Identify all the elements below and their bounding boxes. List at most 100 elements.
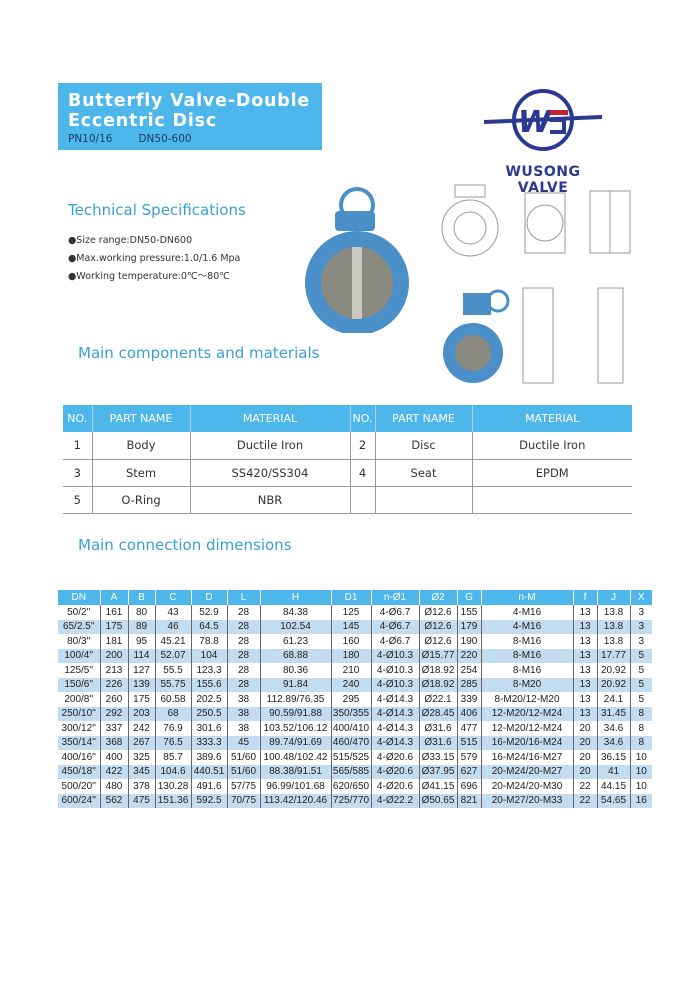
table-cell: 3 xyxy=(630,619,652,634)
table-cell: 16 xyxy=(630,793,652,808)
column-header: H xyxy=(260,590,332,605)
column-header: G xyxy=(457,590,482,605)
table-cell: Body xyxy=(92,432,191,460)
table-row: 65/2.5'' 175 89 46 64.5 28 102.54 145 4-Ø6.7 Ø12.… xyxy=(58,619,652,634)
table-cell: 104 xyxy=(191,648,228,663)
components-heading: Main components and materials xyxy=(78,344,320,362)
spec-item: ●Size range:DN50-DN600 xyxy=(68,235,193,246)
table-cell: Ductile Iron xyxy=(472,432,632,460)
table-cell: 8-M20 xyxy=(481,677,574,692)
column-header: PART NAME xyxy=(92,405,191,432)
table-cell: 8-M16 xyxy=(481,663,574,678)
table-cell: 725/770 xyxy=(331,793,372,808)
table-cell: 440.51 xyxy=(191,764,228,779)
table-cell: 52.9 xyxy=(191,605,228,620)
table-cell: 50/2'' xyxy=(58,605,101,620)
table-cell: 180 xyxy=(331,648,372,663)
table-cell: 38 xyxy=(227,706,261,721)
table-cell: 113.42/120.46 xyxy=(260,793,332,808)
table-cell: 460/470 xyxy=(331,735,372,750)
table-cell: 20-M24/20-M30 xyxy=(481,779,574,794)
table-cell: 88.38/91.51 xyxy=(260,764,332,779)
table-cell: 60.58 xyxy=(155,692,192,707)
table-cell: 68 xyxy=(155,706,192,721)
table-cell: 38 xyxy=(227,721,261,736)
table-cell: 4-Ø10.3 xyxy=(371,677,420,692)
table-cell: 175 xyxy=(128,692,156,707)
table-cell: 4-Ø14.3 xyxy=(371,721,420,736)
table-cell: 45 xyxy=(227,735,261,750)
table-row: 5 O-Ring NBR xyxy=(63,486,632,514)
table-cell: 28 xyxy=(227,648,261,663)
table-cell: 34.6 xyxy=(597,721,631,736)
table-row: 400/16'' 400 325 85.7 389.6 51/60 100.48/102.4… xyxy=(58,750,652,765)
table-cell: 80.36 xyxy=(260,663,332,678)
table-cell: 3 xyxy=(638,635,645,647)
table-cell: 34.6 xyxy=(597,735,631,750)
table-cell: Stem xyxy=(92,459,191,487)
table-cell: 8-M20/12-M20 xyxy=(481,692,574,707)
tech-specs-heading: Technical Specifications xyxy=(68,201,246,219)
size-range: DN50-600 xyxy=(138,133,192,145)
title-line-1: Butterfly Valve-Double xyxy=(68,91,311,111)
table-cell: 112.89/76.35 xyxy=(260,692,332,707)
column-header: DN xyxy=(58,590,101,605)
column-header: D xyxy=(191,590,228,605)
company-logo: W WUSONG VALVE xyxy=(478,84,608,196)
table-cell: 4-Ø6.7 xyxy=(371,634,420,649)
table-cell: 80 xyxy=(128,605,156,620)
table-cell: 20 xyxy=(573,750,598,765)
table-cell: Ø33.15 xyxy=(419,750,458,765)
table-cell: 89.74/91.69 xyxy=(260,735,332,750)
column-header: X xyxy=(630,590,652,605)
table-cell: 89 xyxy=(128,619,156,634)
table-cell: 51/60 xyxy=(227,750,261,765)
table-cell: 179 xyxy=(457,619,482,634)
table-cell: 4 xyxy=(350,459,376,487)
table-cell: 12-M20/12-M24 xyxy=(481,721,574,736)
table-cell: 592.5 xyxy=(191,793,228,808)
column-header: A xyxy=(100,590,129,605)
table-cell: 44.15 xyxy=(597,779,631,794)
table-cell: 13 xyxy=(573,648,598,663)
table-row: 3 Stem SS420/SS304 4 Seat EPDM xyxy=(63,459,632,487)
table-row: 50/2'' 161 80 43 52.9 28 84.38 125 4-Ø6.7 Ø12.6 15… xyxy=(58,605,652,620)
table-cell: 325 xyxy=(128,750,156,765)
table-row: 125/5'' 213 127 55.5 123.3 28 80.36 210 4-Ø10.3 Ø… xyxy=(58,663,652,678)
table-cell: 100.48/102.42 xyxy=(260,750,332,765)
table-cell: 145 xyxy=(331,619,372,634)
table-cell: 250/10'' xyxy=(58,706,101,721)
table-cell: 5 xyxy=(638,693,645,705)
column-header: NO. xyxy=(63,405,93,432)
table-row: 150/6'' 226 139 55.75 155.6 28 91.84 240 4-Ø10.3… xyxy=(58,677,652,692)
table-cell: 3 xyxy=(63,459,93,487)
table-cell: 4-Ø14.3 xyxy=(371,692,420,707)
table-cell: 70/75 xyxy=(227,793,261,808)
table-cell: 24.1 xyxy=(597,692,631,707)
table-cell: 4-Ø14.3 xyxy=(371,706,420,721)
table-cell: 150/6'' xyxy=(58,677,101,692)
table-cell: 562 xyxy=(100,793,129,808)
table-row: 300/12'' 337 242 76.9 301.6 38 103.52/106.12 40… xyxy=(58,721,652,736)
table-cell: 13 xyxy=(573,634,598,649)
svg-text:W: W xyxy=(518,105,553,140)
table-cell: 378 xyxy=(128,779,156,794)
table-cell: 3 xyxy=(638,606,645,618)
table-cell: 22 xyxy=(573,793,598,808)
table-cell: 100/4'' xyxy=(58,648,101,663)
table-cell xyxy=(350,486,376,514)
table-cell: 12-M20/12-M24 xyxy=(481,706,574,721)
table-cell: 155.6 xyxy=(191,677,228,692)
table-cell: 16-M24/16-M27 xyxy=(481,750,574,765)
table-cell: 4-Ø20.6 xyxy=(371,750,420,765)
table-cell: 52.07 xyxy=(155,648,192,663)
table-cell: Ø12.6 xyxy=(419,619,458,634)
table-cell: 8-M16 xyxy=(481,634,574,649)
table-cell: 96.99/101.68 xyxy=(260,779,332,794)
table-cell: 254 xyxy=(457,663,482,678)
table-cell: 90.59/91.88 xyxy=(260,706,332,721)
table-cell: 175 xyxy=(100,619,129,634)
table-cell: 295 xyxy=(331,692,372,707)
table-row: 100/4'' 200 114 52.07 104 28 68.88 180 4-Ø10.3 Ø1… xyxy=(58,648,652,663)
table-cell: 337 xyxy=(100,721,129,736)
